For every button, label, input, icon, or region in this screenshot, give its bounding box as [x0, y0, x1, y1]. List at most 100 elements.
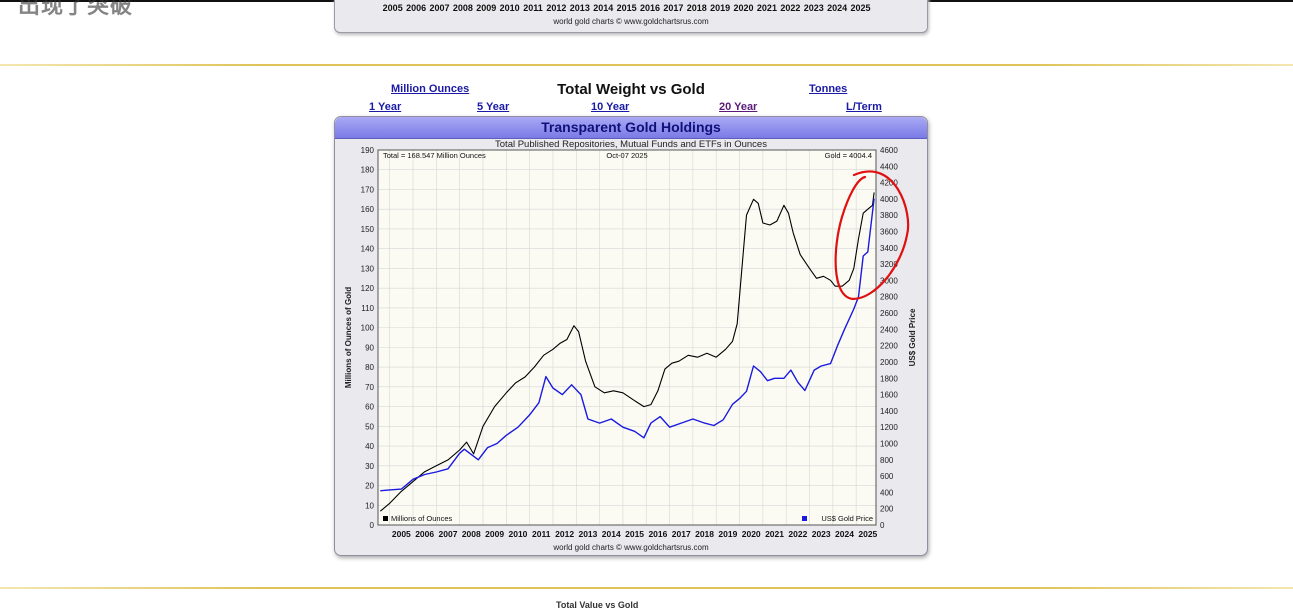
million-ounces-link[interactable]: Million Ounces — [391, 83, 470, 95]
y2-tick-label: 200 — [880, 505, 894, 514]
y2-tick-label: 1400 — [880, 407, 898, 416]
y-tick-label: 170 — [361, 185, 375, 194]
previous-year-tick: 2013 — [569, 3, 590, 13]
y2-axis-title: US$ Gold Price — [908, 308, 917, 366]
y2-tick-label: 3400 — [880, 244, 898, 253]
previous-year-tick: 2021 — [756, 3, 777, 13]
previous-year-tick: 2024 — [827, 3, 848, 13]
previous-year-tick: 2011 — [523, 3, 543, 13]
chart-subtitle: Total Published Repositories, Mutual Fun… — [495, 139, 767, 150]
y2-tick-label: 2600 — [880, 309, 898, 318]
x-tick-label: 2020 — [742, 529, 761, 539]
legend-swatch-million-ounces — [383, 516, 388, 521]
date-annotation: Oct-07 2025 — [606, 151, 647, 160]
y2-tick-label: 800 — [880, 456, 894, 465]
legend-label-gold-price: US$ Gold Price — [821, 514, 873, 523]
y2-tick-label: 4400 — [880, 162, 898, 171]
y-tick-label: 100 — [361, 324, 375, 333]
previous-year-tick: 2022 — [780, 3, 801, 13]
previous-year-tick: 2018 — [686, 3, 707, 13]
y2-tick-label: 3600 — [880, 228, 898, 237]
previous-year-tick: 2023 — [803, 3, 824, 13]
y-tick-label: 160 — [361, 205, 375, 214]
x-tick-label: 2013 — [578, 529, 597, 539]
y2-tick-label: 2800 — [880, 293, 898, 302]
previous-year-tick: 2012 — [546, 3, 567, 13]
chart-title: Transparent Gold Holdings — [335, 117, 927, 139]
previous-chart-credit: world gold charts © www.goldchartsrus.co… — [553, 17, 709, 26]
period-20-year-link[interactable]: 20 Year — [719, 101, 758, 113]
y-tick-label: 30 — [365, 462, 374, 471]
x-tick-label: 2009 — [485, 529, 504, 539]
y2-tick-label: 1600 — [880, 391, 898, 400]
y-tick-label: 180 — [361, 166, 375, 175]
y2-tick-label: 1200 — [880, 423, 898, 432]
y2-tick-label: 2400 — [880, 325, 898, 334]
x-tick-label: 2007 — [439, 529, 458, 539]
previous-year-tick: 2025 — [850, 3, 871, 13]
red-highlight-annotation — [834, 170, 910, 301]
previous-year-tick: 2007 — [429, 3, 450, 13]
previous-chart-footer: 2005 2006 2007 2008 2009 2010 2011 2012 2013 2014… — [334, 0, 928, 33]
x-tick-label: 2006 — [415, 529, 434, 539]
x-tick-label: 2024 — [835, 529, 854, 539]
previous-year-tick: 2014 — [593, 3, 614, 13]
previous-year-tick: 2015 — [616, 3, 637, 13]
legend-label-million-ounces: Millions of Ounces — [391, 514, 453, 523]
period-1-year-link[interactable]: 1 Year — [369, 101, 402, 113]
y2-tick-label: 3000 — [880, 276, 898, 285]
y-axis-title: Millions of Ounces of Gold — [344, 287, 353, 388]
y-tick-label: 90 — [365, 343, 374, 352]
gold-price-annotation: Gold = 4004.4 — [825, 151, 872, 160]
previous-year-tick: 2008 — [452, 3, 473, 13]
y-tick-label: 20 — [365, 482, 374, 491]
y-tick-label: 150 — [361, 225, 375, 234]
x-tick-label: 2008 — [462, 529, 481, 539]
y-tick-label: 0 — [370, 521, 375, 530]
plot-area — [377, 149, 877, 526]
chart-credit: world gold charts © www.goldchartsrus.co… — [553, 543, 709, 552]
previous-year-tick: 2006 — [406, 3, 427, 13]
y-tick-label: 50 — [365, 422, 374, 431]
legend-swatch-gold-price — [802, 516, 807, 521]
x-tick-label: 2010 — [508, 529, 527, 539]
next-chart-title: Total Value vs Gold — [556, 600, 639, 610]
y2-tick-label: 4600 — [880, 146, 898, 155]
y-tick-label: 10 — [365, 501, 374, 510]
period-5-year-link[interactable]: 5 Year — [477, 101, 510, 113]
gold-divider-top — [0, 64, 1293, 66]
x-tick-label: 2018 — [695, 529, 714, 539]
x-tick-label: 2022 — [788, 529, 807, 539]
x-tick-label: 2015 — [625, 529, 644, 539]
previous-year-tick: 2016 — [639, 3, 660, 13]
y-tick-label: 40 — [365, 442, 374, 451]
previous-year-tick: 2017 — [663, 3, 684, 13]
period-10-year-link[interactable]: 10 Year — [591, 101, 630, 113]
y-tick-label: 110 — [361, 304, 374, 313]
previous-chart-year-axis: 2005 2006 2007 2008 2009 2010 2011 2012 2013 2014… — [381, 3, 872, 13]
series-line-gold-price — [380, 198, 875, 492]
y2-tick-label: 4000 — [880, 195, 898, 204]
y2-tick-label: 4200 — [880, 179, 898, 188]
y-tick-label: 130 — [361, 264, 375, 273]
gold-divider-bottom — [0, 587, 1293, 589]
total-annotation: Total = 168.547 Million Ounces — [383, 151, 486, 160]
y2-tick-label: 2000 — [880, 358, 898, 367]
x-tick-label: 2019 — [718, 529, 737, 539]
y2-tick-label: 600 — [880, 472, 894, 481]
x-tick-label: 2005 — [392, 529, 411, 539]
y-tick-label: 190 — [361, 146, 375, 155]
y-tick-label: 80 — [365, 363, 374, 372]
x-tick-label: 2025 — [858, 529, 877, 539]
y-tick-label: 140 — [361, 245, 375, 254]
y2-tick-label: 400 — [880, 488, 894, 497]
y2-tick-label: 1000 — [880, 439, 898, 448]
y-tick-label: 70 — [365, 383, 374, 392]
gold-holdings-chart: Transparent Gold Holdings Total Publishe… — [334, 116, 928, 556]
plot-border — [377, 149, 877, 526]
period-long-term-link[interactable]: L/Term — [846, 101, 882, 113]
x-tick-label: 2011 — [532, 529, 551, 539]
previous-year-tick: 2019 — [710, 3, 731, 13]
previous-year-tick: 2010 — [499, 3, 520, 13]
tonnes-link[interactable]: Tonnes — [809, 83, 848, 95]
